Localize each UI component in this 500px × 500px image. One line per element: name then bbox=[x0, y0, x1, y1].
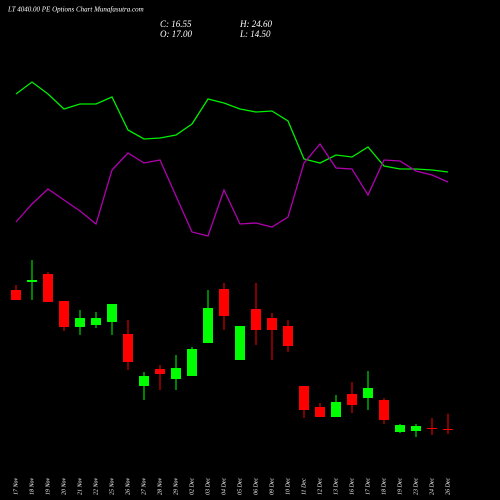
candle-body bbox=[171, 368, 181, 379]
x-tick-label: 17 Dec bbox=[365, 478, 371, 495]
chart-title: LT 4040.00 PE Options Chart Munafasutra.… bbox=[7, 6, 144, 14]
x-tick-label: 11 Dec bbox=[301, 478, 307, 495]
x-tick-label: 19 Dec bbox=[397, 478, 403, 495]
candle-body bbox=[411, 426, 421, 431]
candle-body bbox=[27, 280, 37, 282]
candle-body bbox=[59, 301, 69, 327]
x-tick-label: 24 Dec bbox=[428, 478, 435, 495]
x-tick-label: 16 Dec bbox=[349, 478, 355, 495]
x-tick-label: 20 Nov bbox=[61, 477, 67, 495]
indicator-line bbox=[15, 81, 449, 173]
candle-body bbox=[251, 309, 261, 330]
candle-body bbox=[123, 334, 133, 362]
candle-body bbox=[155, 369, 165, 374]
x-tick-label: 12 Dec bbox=[317, 478, 323, 495]
x-tick-label: 04 Dec bbox=[220, 478, 227, 495]
x-tick-label: 18 Dec bbox=[381, 478, 387, 495]
candle-body bbox=[315, 407, 325, 417]
x-tick-label: 02 Dec bbox=[189, 478, 195, 495]
candle-body bbox=[235, 326, 245, 360]
close-label: C: 16.55 bbox=[160, 19, 192, 29]
candle-body bbox=[91, 318, 101, 325]
x-tick-label: 26 Nov bbox=[125, 477, 131, 495]
candle-body bbox=[11, 290, 21, 300]
candle-body bbox=[427, 428, 437, 429]
x-tick-label: 29 Nov bbox=[173, 477, 179, 495]
x-tick-label: 03 Dec bbox=[205, 478, 211, 495]
candle-body bbox=[43, 274, 53, 302]
x-tick-label: 23 Dec bbox=[413, 478, 419, 495]
x-tick-label: 10 Dec bbox=[285, 478, 291, 495]
x-tick-label: 19 Nov bbox=[45, 477, 51, 495]
x-tick-label: 06 Dec bbox=[253, 478, 259, 495]
x-tick-label: 09 Dec bbox=[269, 478, 275, 495]
candle-body bbox=[347, 394, 357, 405]
candle-body bbox=[283, 326, 293, 346]
x-tick-label: 28 Nov bbox=[157, 477, 163, 495]
candle-body bbox=[331, 402, 341, 417]
x-tick-label: 13 Dec bbox=[333, 478, 339, 495]
candle-body bbox=[267, 318, 277, 330]
x-tick-label: 27 Nov bbox=[141, 477, 147, 495]
open-label: O: 17.00 bbox=[160, 29, 192, 39]
candle-body bbox=[299, 386, 309, 410]
candle-body bbox=[107, 304, 117, 322]
indicator-line bbox=[15, 142, 449, 237]
x-tick-label: 18 Nov bbox=[29, 477, 35, 495]
x-tick-label: 21 Nov bbox=[77, 477, 83, 495]
x-tick-label: 26 Dec bbox=[445, 478, 451, 495]
candle-body bbox=[203, 308, 213, 343]
candle-body bbox=[139, 376, 149, 386]
candle-body bbox=[443, 429, 453, 430]
candle-body bbox=[363, 388, 373, 398]
x-tick-label: 05 Dec bbox=[237, 478, 243, 495]
x-tick-label: 17 Nov bbox=[13, 477, 19, 495]
candle-body bbox=[75, 318, 85, 327]
high-label: H: 24.60 bbox=[239, 19, 272, 29]
x-tick-label: 22 Nov bbox=[93, 477, 99, 495]
candle-body bbox=[187, 349, 197, 376]
candle-body bbox=[219, 289, 229, 316]
candle-body bbox=[379, 400, 389, 420]
x-tick-label: 25 Nov bbox=[109, 477, 115, 495]
low-label: L: 14.50 bbox=[239, 29, 271, 39]
candle-body bbox=[395, 425, 405, 432]
